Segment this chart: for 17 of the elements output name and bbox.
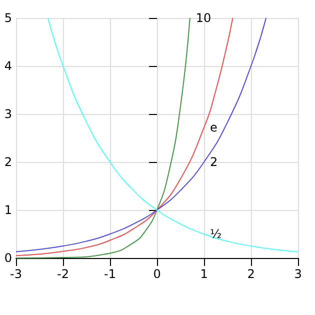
y-tick-label: 1 (4, 203, 12, 217)
x-tick-label: 1 (200, 267, 208, 281)
y-tick-label: 0 (4, 251, 12, 265)
y-tick-label: 5 (4, 11, 12, 25)
y-tick-label: 2 (4, 155, 12, 169)
x-tick-label: -1 (104, 267, 116, 281)
series-label: ½ (210, 227, 222, 241)
x-tick-label: -2 (57, 267, 69, 281)
x-tick-label: 3 (294, 267, 302, 281)
y-tick-label: 3 (4, 107, 12, 121)
x-tick-label: -3 (10, 267, 22, 281)
x-tick-label: 2 (247, 267, 255, 281)
series-label: 10 (196, 11, 212, 25)
x-tick-label: 0 (153, 267, 161, 281)
series-label: e (210, 120, 218, 134)
series-label: 2 (210, 155, 218, 169)
y-tick-label: 4 (4, 59, 12, 73)
